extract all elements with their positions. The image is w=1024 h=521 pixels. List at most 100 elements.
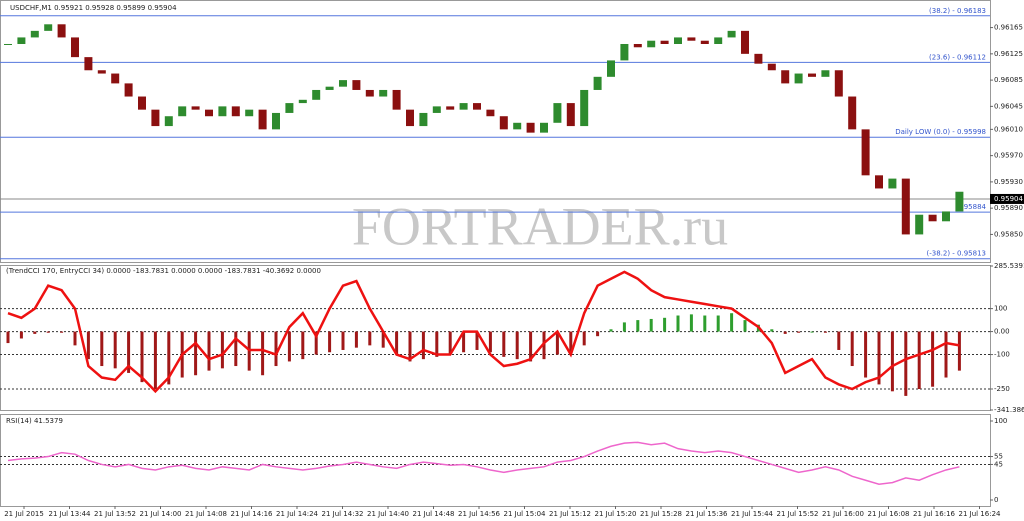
candle	[191, 106, 200, 110]
price-panel-frame	[0, 0, 991, 263]
candle	[499, 116, 508, 130]
candle	[607, 60, 615, 77]
trend-cci-bar	[515, 331, 519, 360]
candle	[124, 83, 133, 97]
candle	[30, 30, 39, 38]
trend-cci-bar	[622, 322, 626, 332]
trend-cci-bar	[864, 331, 868, 378]
time-label: 21 Jul 16:16	[913, 510, 956, 518]
trend-cci-bar	[194, 331, 198, 376]
trend-cci-bar	[703, 315, 707, 332]
candle	[741, 30, 749, 54]
y-tick-label: -250	[994, 385, 1010, 393]
candle	[700, 40, 709, 44]
time-label: 21 Jul 15:52	[777, 510, 819, 518]
trend-cci-bar	[6, 331, 10, 344]
candle	[834, 70, 843, 97]
candle	[419, 112, 428, 127]
fib-label: (-38.2) - 0.95813	[927, 250, 987, 258]
trend-cci-bar	[368, 331, 372, 346]
y-tick-label: 0.96165	[994, 24, 1023, 32]
trend-cci-bar	[33, 331, 37, 334]
y-tick-label: 100	[994, 305, 1007, 313]
time-label: 21 Jul 15:28	[640, 510, 682, 518]
candle	[151, 109, 160, 127]
trend-cci-bar	[274, 331, 278, 367]
y-tick-label: 0.95890	[994, 204, 1023, 212]
trend-cci-bar	[783, 331, 787, 334]
candle	[633, 43, 642, 48]
y-tick-label: 0.95850	[994, 230, 1023, 238]
candle	[473, 103, 481, 110]
candle	[432, 106, 441, 113]
fib-label: Daily LOW (0.0) - 0.95998	[895, 128, 986, 136]
candle	[446, 106, 455, 110]
trend-cci-bar	[837, 331, 841, 350]
trend-cci-bar	[341, 331, 345, 350]
trend-cci-bar	[931, 331, 935, 387]
trend-cci-bar	[649, 318, 653, 332]
last-price-box	[990, 193, 1024, 204]
trend-cci-bar	[797, 331, 801, 333]
candle	[674, 37, 682, 44]
candle	[164, 116, 173, 127]
time-label: 21 Jul 2015	[4, 510, 44, 518]
trend-cci-bar	[555, 331, 559, 355]
y-tick-label: 0.96010	[994, 125, 1023, 133]
trend-cci-bar	[823, 331, 827, 333]
fib-label: (23.6) - 0.96112	[929, 53, 986, 61]
time-label: 21 Jul 15:12	[549, 510, 591, 518]
candle	[888, 178, 897, 189]
trend-cci-bar	[475, 331, 479, 350]
candle	[955, 191, 964, 212]
trend-cci-bar	[944, 331, 948, 378]
trend-cci-bar	[167, 331, 171, 385]
candle	[861, 129, 870, 176]
y-tick-label: 0.95930	[994, 178, 1023, 186]
time-label: 21 Jul 14:08	[185, 510, 227, 518]
trend-cci-bar	[153, 331, 157, 390]
time-label: 21 Jul 15:44	[731, 510, 774, 518]
trend-cci-bar	[890, 331, 894, 392]
last-price-label: 0.95904	[994, 195, 1023, 203]
y-tick-label: 0.96045	[994, 102, 1023, 110]
y-tick-label: 0.96085	[994, 76, 1023, 84]
trend-cci-bar	[743, 320, 747, 332]
trend-cci-bar	[86, 331, 90, 360]
trend-cci-bar	[770, 329, 774, 332]
candle	[580, 89, 589, 127]
candle	[97, 70, 106, 74]
candle	[781, 70, 790, 84]
cci-panel-frame	[0, 265, 991, 411]
trend-cci-bar	[529, 331, 533, 362]
candle	[4, 43, 12, 45]
trend-cci-bar	[877, 331, 881, 385]
trend-cci-bar	[689, 314, 693, 332]
candle	[647, 40, 656, 48]
trend-cci-bar	[395, 331, 399, 355]
candle	[942, 211, 950, 222]
y-tick-label: 45	[994, 460, 1003, 468]
trend-cci-bar	[850, 331, 854, 367]
trend-cci-bar	[100, 331, 104, 367]
trend-cci-bar	[220, 331, 224, 369]
candle	[808, 73, 816, 77]
trend-cci-bar	[609, 329, 613, 332]
time-label: 21 Jul 13:44	[49, 510, 92, 518]
candle	[620, 43, 629, 61]
y-tick-label: 55	[994, 453, 1003, 461]
trend-cci-bar	[810, 331, 814, 333]
entry-cci-line	[7, 270, 960, 394]
trend-cci-bar	[582, 331, 586, 346]
time-label: 21 Jul 15:04	[504, 510, 547, 518]
trend-cci-bar	[354, 331, 358, 348]
candle	[365, 89, 374, 97]
trend-cci-bar	[676, 315, 680, 332]
fib-label: (38.2) - 0.96183	[929, 7, 986, 15]
candle	[312, 89, 321, 100]
trend-cci-bar	[716, 315, 720, 332]
trend-cci-bar	[730, 313, 734, 332]
trend-cci-bar	[140, 331, 144, 383]
